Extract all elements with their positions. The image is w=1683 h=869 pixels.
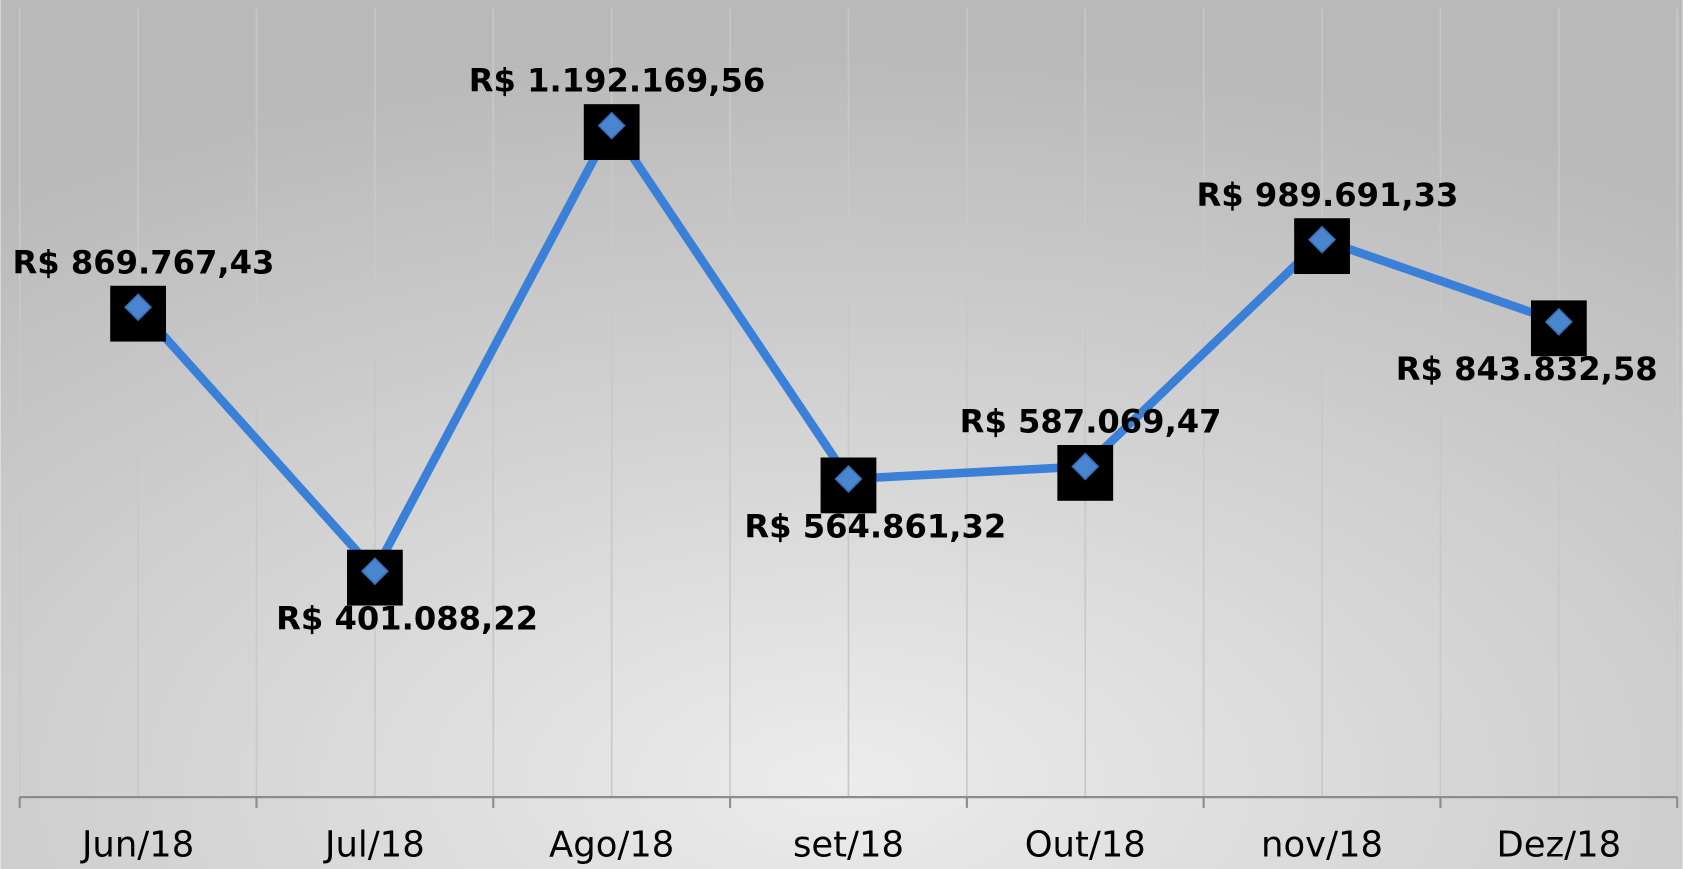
marker xyxy=(1308,225,1337,254)
marker xyxy=(124,293,153,322)
marker xyxy=(834,464,863,493)
data-label: R$ 1.192.169,56 xyxy=(469,62,766,100)
data-label: R$ 989.691,33 xyxy=(1196,176,1458,214)
data-label: R$ 869.767,43 xyxy=(13,243,275,281)
marker xyxy=(1544,307,1573,336)
x-tick-label: nov/18 xyxy=(1261,824,1383,865)
x-tick-label: set/18 xyxy=(793,824,904,865)
data-label: R$ 564.861,32 xyxy=(744,507,1006,545)
x-tick-label: Jul/18 xyxy=(323,824,425,865)
data-label: R$ 843.832,58 xyxy=(1396,350,1658,388)
data-label: R$ 401.088,22 xyxy=(276,600,538,638)
data-label: R$ 587.069,47 xyxy=(960,403,1222,441)
marker xyxy=(360,557,389,586)
marker xyxy=(597,111,626,140)
x-tick-label: Dez/18 xyxy=(1497,824,1622,865)
marker xyxy=(1071,452,1100,481)
x-tick-label: Ago/18 xyxy=(549,824,674,865)
x-tick-label: Out/18 xyxy=(1025,824,1146,865)
x-tick-label: Jun/18 xyxy=(80,824,194,865)
